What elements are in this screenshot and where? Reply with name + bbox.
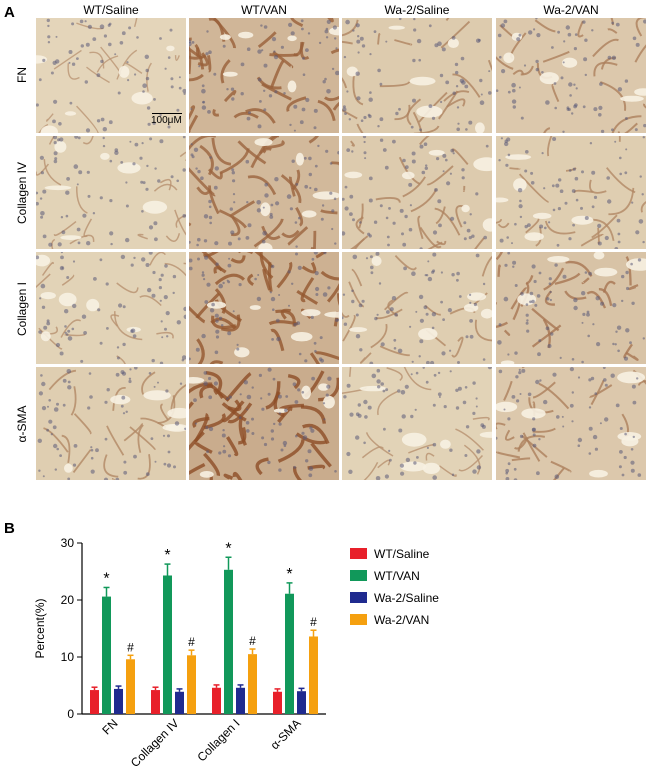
panel-a-label: A (4, 4, 15, 21)
bar (90, 690, 99, 714)
significance-mark: # (188, 635, 195, 649)
bar (212, 687, 221, 714)
bar (187, 655, 196, 714)
micrograph-fn-wa2-saline (342, 18, 492, 133)
micrograph-collagen-i-wt-van (189, 252, 339, 364)
column-header-wa2-van: Wa-2/VAN (543, 3, 599, 17)
legend-label: Wa-2/Saline (374, 591, 439, 605)
bar (273, 691, 282, 714)
y-axis-label: Percent(%) (33, 598, 47, 658)
micrograph-alpha-sma-wa2-saline (342, 367, 492, 480)
significance-mark: # (310, 615, 317, 629)
bar-chart: 0 10 20 30 Percent(%) * # FN * # Collagen IV * # Coll… (33, 536, 439, 770)
legend-label: WT/Saline (374, 547, 430, 561)
bar (285, 593, 294, 714)
significance-mark: # (249, 634, 256, 648)
legend-swatch (350, 548, 367, 559)
row-label-collagen-iv: Collagen IV (15, 161, 29, 225)
micrograph-fn-wt-saline (36, 18, 186, 133)
micrograph-collagen-i-wt-saline (36, 252, 186, 364)
bar (236, 687, 245, 714)
bar (224, 569, 233, 714)
bar (126, 659, 135, 714)
y-tick-label: 30 (61, 536, 75, 550)
x-tick-label: Collagen I (195, 716, 243, 764)
panel-b-label: B (4, 520, 15, 537)
row-label-alpha-sma: α-SMA (15, 405, 29, 443)
significance-mark: * (225, 540, 231, 557)
scale-bar-label: 100μM (151, 115, 182, 126)
micrograph-collagen-iv-wt-saline (36, 136, 186, 249)
y-tick-label: 10 (61, 650, 75, 664)
scale-bar (152, 113, 182, 114)
legend-swatch (350, 570, 367, 581)
x-tick-label: α-SMA (268, 716, 304, 752)
significance-mark: * (286, 566, 292, 583)
micrograph-fn-wt-van (189, 18, 339, 133)
bar (175, 691, 184, 714)
bar (248, 654, 257, 714)
bar (309, 636, 318, 714)
micrograph-alpha-sma-wt-saline (36, 367, 186, 480)
legend-label: WT/VAN (374, 569, 420, 583)
micrograph-collagen-iv-wt-van (189, 136, 339, 249)
row-label-fn: FN (15, 67, 29, 83)
legend-swatch (350, 592, 367, 603)
legend-swatch (350, 614, 367, 625)
micrograph-alpha-sma-wa2-van (496, 367, 646, 480)
column-header-wt-van: WT/VAN (241, 3, 287, 17)
micrograph-collagen-i-wa2-van (496, 252, 646, 364)
y-tick-label: 0 (67, 707, 74, 721)
micrograph-collagen-iv-wa2-van (496, 136, 646, 249)
significance-mark: * (103, 570, 109, 587)
bar (102, 596, 111, 714)
bar (114, 688, 123, 714)
legend-label: Wa-2/VAN (374, 613, 429, 627)
row-label-collagen-i: Collagen I (15, 281, 29, 337)
micrograph-collagen-iv-wa2-saline (342, 136, 492, 249)
bar (151, 690, 160, 714)
y-tick-label: 20 (61, 593, 75, 607)
significance-mark: * (164, 547, 170, 564)
x-tick-label: FN (99, 716, 120, 737)
micrograph-fn-wa2-van (496, 18, 646, 133)
column-header-wa2-saline: Wa-2/Saline (384, 3, 450, 17)
x-tick-label: Collagen IV (128, 716, 182, 770)
bar (297, 691, 306, 714)
bar (163, 575, 172, 714)
column-header-wt-saline: WT/Saline (83, 3, 139, 17)
significance-mark: # (127, 640, 134, 654)
micrograph-alpha-sma-wt-van (189, 367, 339, 480)
micrograph-collagen-i-wa2-saline (342, 252, 492, 364)
